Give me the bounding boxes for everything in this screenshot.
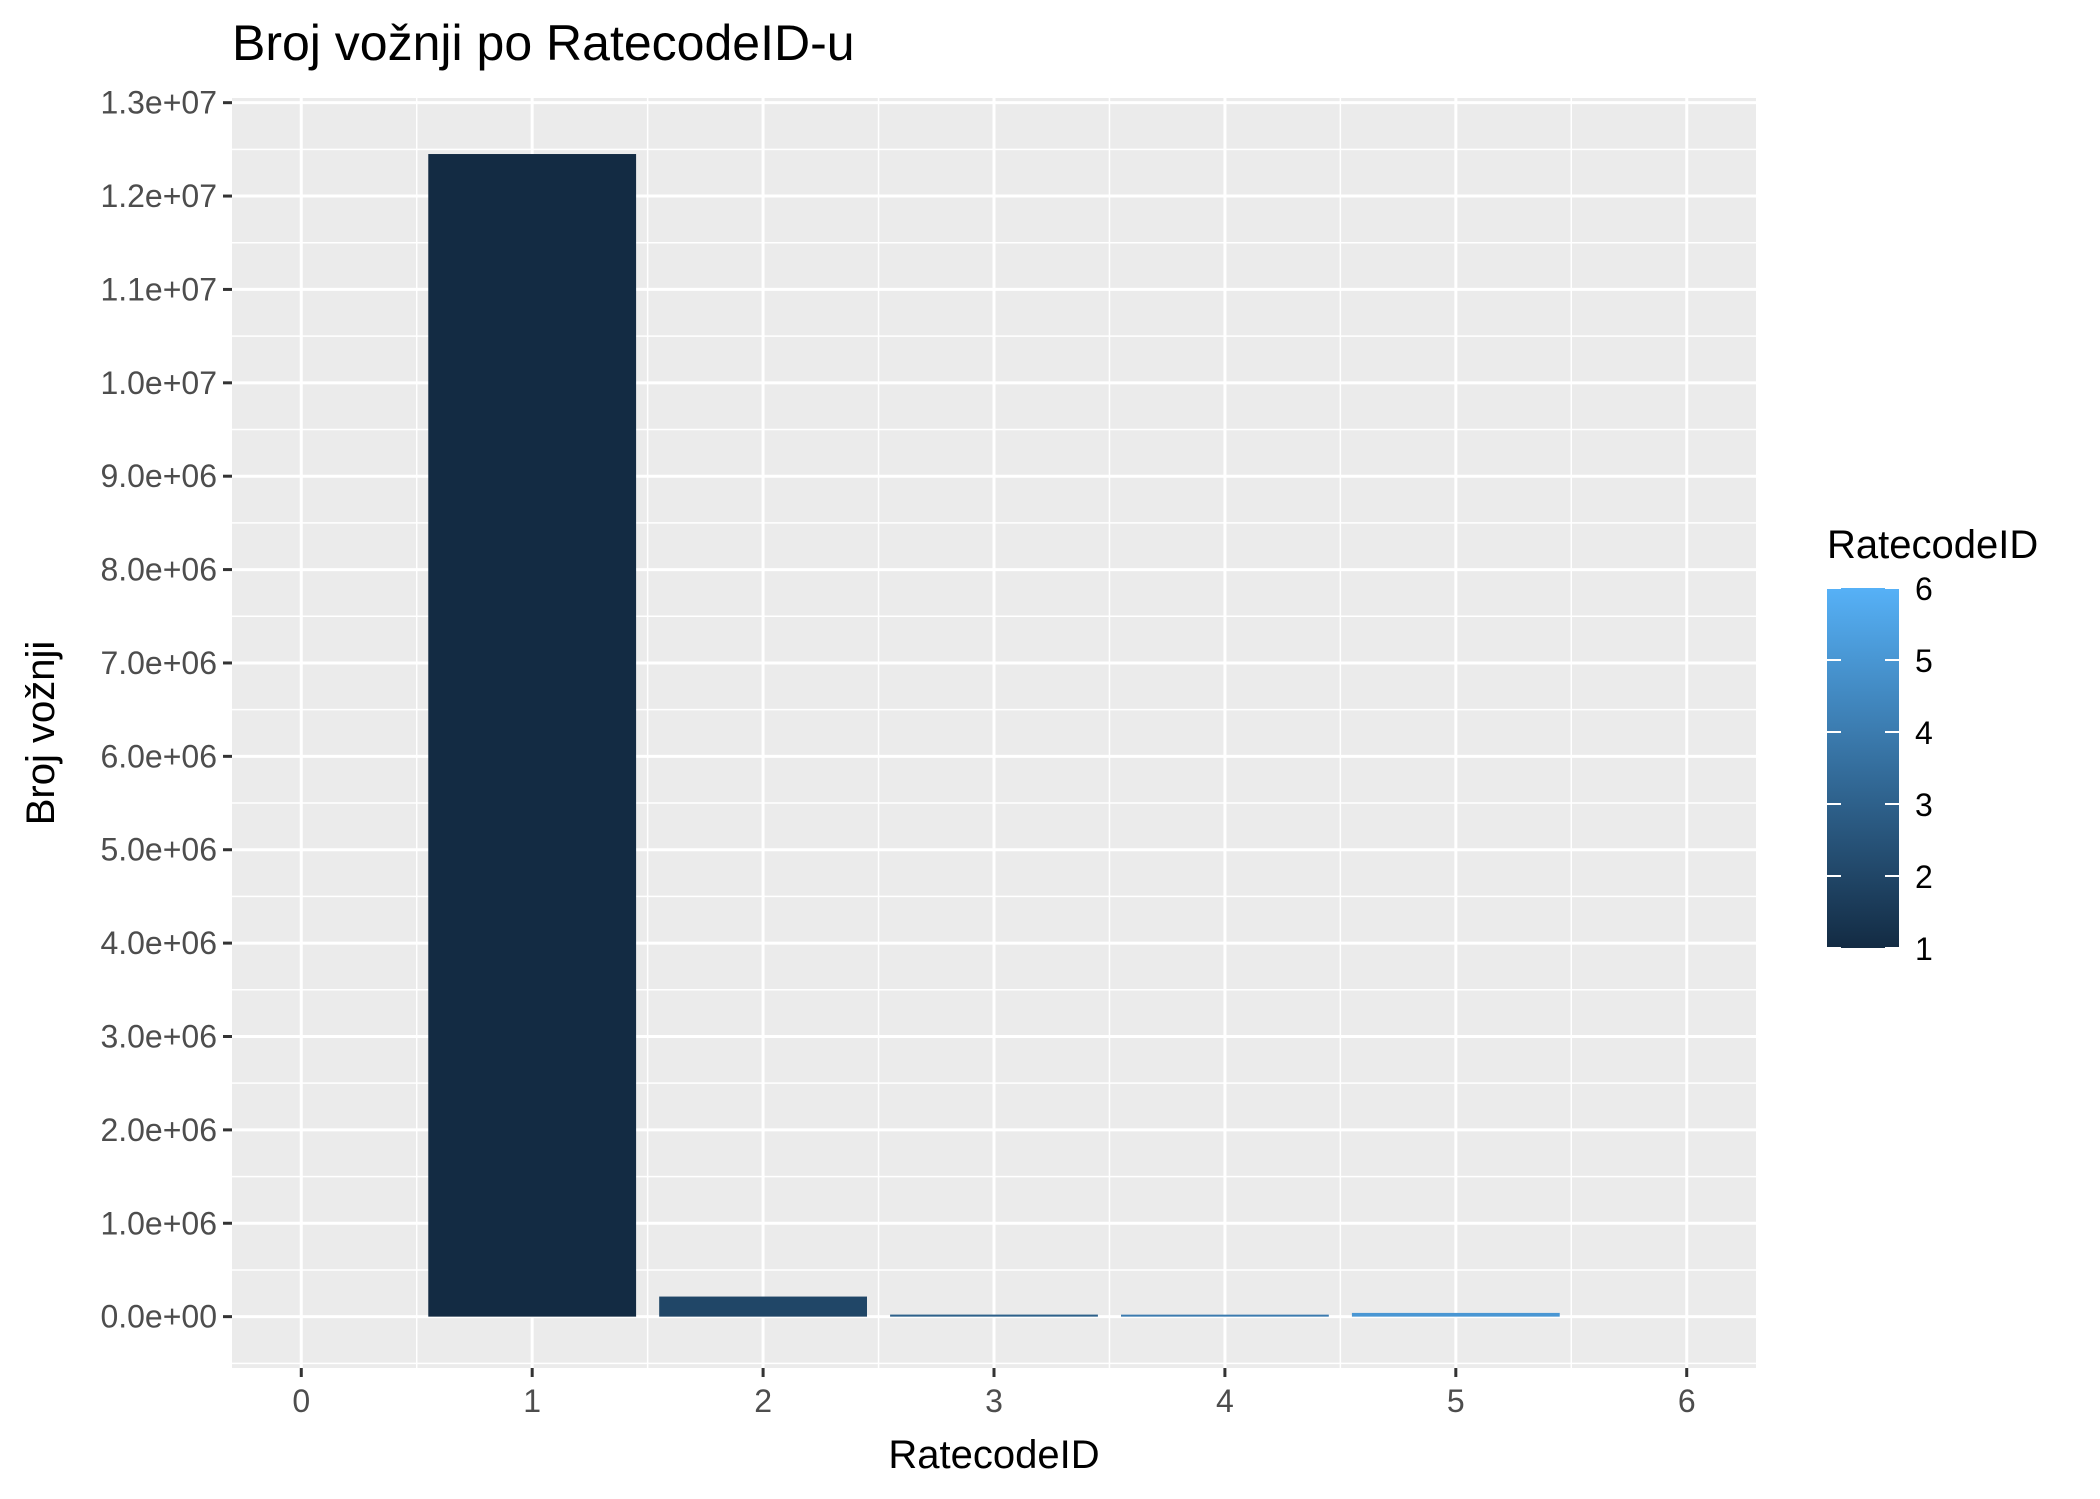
y-tick-label: 1.2e+07 bbox=[100, 178, 217, 214]
y-tick-label: 1.1e+07 bbox=[100, 271, 217, 307]
x-axis-title: RatecodeID bbox=[888, 1433, 1099, 1477]
x-tick-label: 2 bbox=[754, 1383, 772, 1419]
legend-label: 2 bbox=[1915, 859, 1933, 895]
bar-ratecode-4 bbox=[1121, 1314, 1329, 1317]
legend-label: 3 bbox=[1915, 787, 1933, 823]
legend: RatecodeID 1 2 3 4 5 6 bbox=[1827, 523, 2038, 967]
y-tick-label: 6.0e+06 bbox=[100, 738, 217, 774]
y-tick-label: 1.0e+06 bbox=[100, 1205, 217, 1241]
bar-ratecode-2 bbox=[659, 1296, 867, 1317]
legend-label: 1 bbox=[1915, 931, 1933, 967]
x-axis: 0 1 2 3 4 5 6 bbox=[292, 1368, 1696, 1419]
x-tick-label: 0 bbox=[292, 1383, 310, 1419]
bar-ratecode-1 bbox=[428, 154, 637, 1317]
y-tick-label: 1.0e+07 bbox=[100, 365, 217, 401]
y-tick-label: 3.0e+06 bbox=[100, 1018, 217, 1054]
y-axis: 0.0e+00 1.0e+06 2.0e+06 3.0e+06 4.0e+06 5.0e+… bbox=[100, 85, 232, 1335]
bar-ratecode-3 bbox=[890, 1314, 1098, 1317]
y-tick-label: 2.0e+06 bbox=[100, 1112, 217, 1148]
legend-title: RatecodeID bbox=[1827, 523, 2038, 567]
y-tick-label: 5.0e+06 bbox=[100, 832, 217, 868]
x-tick-label: 5 bbox=[1447, 1383, 1465, 1419]
x-tick-label: 3 bbox=[985, 1383, 1003, 1419]
x-tick-label: 1 bbox=[523, 1383, 541, 1419]
y-tick-label: 1.3e+07 bbox=[100, 85, 217, 121]
legend-label: 5 bbox=[1915, 643, 1933, 679]
legend-label: 4 bbox=[1915, 715, 1933, 751]
bar-ratecode-5 bbox=[1351, 1312, 1560, 1317]
y-tick-label: 7.0e+06 bbox=[100, 645, 217, 681]
legend-label: 6 bbox=[1915, 571, 1933, 607]
x-tick-label: 6 bbox=[1678, 1383, 1696, 1419]
legend-colorbar bbox=[1827, 588, 1899, 948]
bars bbox=[428, 154, 1560, 1317]
chart-title: Broj vožnji po RatecodeID-u bbox=[232, 15, 855, 71]
x-tick-label: 4 bbox=[1216, 1383, 1234, 1419]
y-tick-label: 0.0e+00 bbox=[100, 1299, 217, 1335]
legend-ticks: 1 2 3 4 5 6 bbox=[1827, 571, 1933, 967]
y-tick-label: 8.0e+06 bbox=[100, 552, 217, 588]
y-tick-label: 4.0e+06 bbox=[100, 925, 217, 961]
y-tick-label: 9.0e+06 bbox=[100, 458, 217, 494]
y-axis-title: Broj vožnji bbox=[19, 641, 63, 826]
